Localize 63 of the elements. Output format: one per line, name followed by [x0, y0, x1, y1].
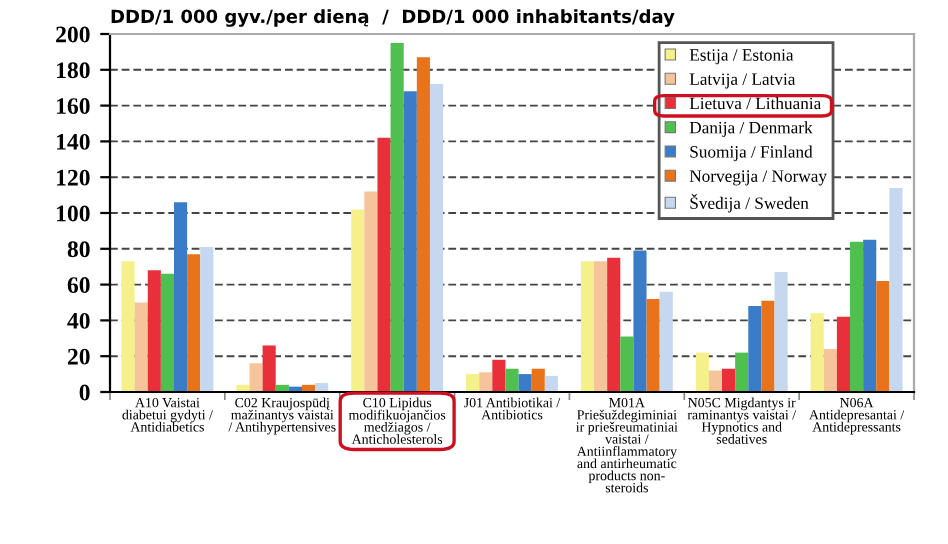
bar [147, 270, 161, 392]
legend-label: Danija / Denmark [689, 121, 813, 137]
bar [876, 281, 890, 392]
bar [708, 370, 723, 392]
y-tick-label: 80 [67, 241, 90, 258]
y-tick-label: 40 [67, 312, 90, 329]
bar [200, 247, 214, 392]
y-tick-label: 60 [67, 277, 90, 294]
y-tick-label: 180 [57, 62, 90, 79]
bar [823, 349, 837, 392]
bar [505, 368, 519, 392]
bar [377, 137, 391, 392]
bar [351, 209, 365, 392]
y-tick-label: 160 [57, 98, 90, 115]
bar [403, 91, 417, 392]
y-tick-label: 140 [57, 133, 90, 150]
bar [544, 375, 558, 392]
legend-label: Latvija / Latvia [689, 73, 796, 89]
bar [722, 368, 736, 392]
bar [466, 374, 480, 392]
bar [761, 300, 775, 392]
bar [134, 302, 148, 392]
bar [580, 261, 595, 392]
bar [364, 191, 378, 392]
bar [479, 372, 493, 392]
bar [249, 363, 263, 392]
y-tick-label: 100 [57, 205, 90, 222]
bar [262, 345, 276, 392]
bar [633, 250, 647, 392]
bar [594, 261, 608, 392]
bar [810, 313, 824, 392]
legend-label: Suomija / Finland [690, 145, 813, 162]
legend-label: Švedija / Sweden [690, 194, 809, 213]
legend-label: Lietuva / Lithuania [689, 97, 822, 110]
bar [774, 272, 788, 392]
bar [518, 374, 532, 392]
bar [187, 254, 201, 392]
bar [850, 241, 864, 392]
bar [531, 368, 545, 392]
legend-label: Estija / Estonia [689, 49, 794, 65]
bar [620, 336, 634, 392]
bar [429, 84, 444, 392]
bar [659, 291, 673, 392]
bar [121, 261, 135, 392]
bar [695, 352, 709, 392]
bar [492, 359, 506, 392]
bar [390, 42, 404, 392]
bar [735, 352, 749, 392]
bar [863, 239, 877, 392]
bar [607, 257, 621, 392]
bar [173, 202, 188, 392]
bar [646, 298, 660, 392]
y-tick-label: 0 [79, 384, 90, 401]
bar [889, 187, 903, 392]
chart-title: DDD/1 000 gyv./per dieną / DDD/1 000 inhabitants/day [111, 9, 675, 27]
bar [160, 273, 174, 392]
legend-label: Norvegija / Norway [689, 170, 827, 186]
y-tick-label: 120 [57, 169, 90, 186]
bar [836, 316, 851, 392]
bar [748, 306, 762, 392]
bar [416, 57, 430, 392]
y-tick-label: 20 [67, 348, 90, 365]
y-tick-label: 200 [56, 26, 90, 43]
